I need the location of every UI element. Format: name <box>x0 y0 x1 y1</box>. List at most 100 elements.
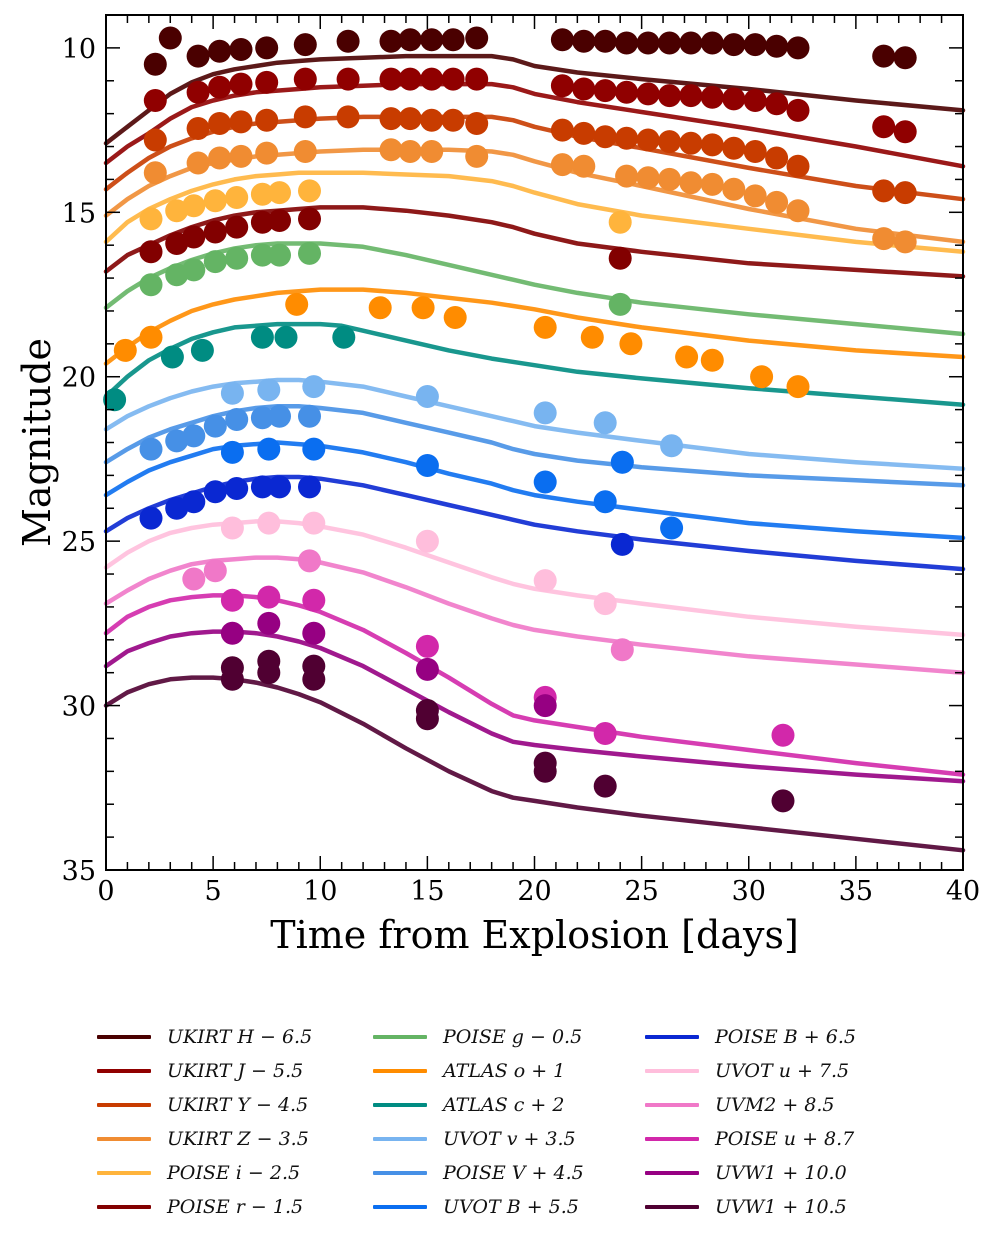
data-point-s13-4 <box>203 480 227 504</box>
data-point-s10-2 <box>257 378 281 402</box>
data-point-s4-9 <box>420 140 444 163</box>
data-point-s9-4 <box>250 325 274 349</box>
legend-swatch <box>645 1171 699 1175</box>
legend-label: POISE V + 4.5 <box>443 1162 584 1184</box>
data-point-s4-21 <box>786 199 810 223</box>
data-point-s1-3 <box>186 44 210 68</box>
legend-swatch <box>97 1137 151 1141</box>
legend-item: UKIRT J − 5.5 <box>97 1054 312 1088</box>
data-point-s3-11 <box>441 108 465 132</box>
legend-item: UVOT v + 3.5 <box>373 1122 584 1156</box>
legend-swatch <box>97 1069 151 1073</box>
data-point-s6-1 <box>139 240 163 264</box>
data-point-s6-9 <box>608 246 632 270</box>
data-point-s3-13 <box>550 118 574 142</box>
legend-item: UVW1 + 10.5 <box>645 1190 856 1224</box>
data-point-s6-5 <box>225 215 249 239</box>
data-point-s4-3 <box>208 146 232 170</box>
data-point-s5-1 <box>139 207 163 231</box>
data-point-s2-21 <box>722 87 746 111</box>
x-tick-label: 20 <box>517 876 551 907</box>
data-point-s1-6 <box>255 36 279 60</box>
axis-ticks <box>105 14 964 871</box>
data-point-s2-23 <box>765 92 789 116</box>
data-point-s3-26 <box>893 181 917 205</box>
data-point-s18-10 <box>533 759 557 783</box>
data-point-s7-4 <box>203 250 227 274</box>
data-point-s1-11 <box>420 28 444 52</box>
legend-label: UKIRT J − 5.5 <box>167 1060 304 1082</box>
data-point-s10-5 <box>533 401 557 425</box>
data-point-s7-6 <box>250 243 274 267</box>
data-point-s16-4 <box>415 634 439 658</box>
data-point-s5-9 <box>608 210 632 234</box>
data-point-s14-2 <box>257 511 281 535</box>
data-point-s14-4 <box>415 529 439 553</box>
data-point-s9-5 <box>274 325 298 349</box>
data-point-s14-5 <box>533 569 557 593</box>
data-point-s4-2 <box>186 151 210 175</box>
data-point-s3-4 <box>229 110 253 134</box>
data-point-s1-27 <box>893 46 917 70</box>
data-point-s17-2 <box>257 611 281 635</box>
data-point-s8-4 <box>368 296 392 320</box>
data-points <box>103 26 917 813</box>
data-point-s11-5 <box>225 408 249 431</box>
legend-label: UVW1 + 10.5 <box>715 1196 847 1218</box>
data-point-s1-14 <box>550 28 574 52</box>
data-point-s3-23 <box>765 146 789 170</box>
data-point-s12-5 <box>533 470 557 494</box>
data-point-s7-9 <box>608 292 632 316</box>
data-point-s2-3 <box>208 75 232 99</box>
y-tick-labels: 10 15 20 25 30 35 <box>62 34 96 887</box>
data-point-s6-3 <box>182 225 206 249</box>
data-point-s1-9 <box>379 29 403 53</box>
data-point-s11-7 <box>268 404 291 428</box>
legend-item: UVM2 + 8.5 <box>645 1088 856 1122</box>
data-point-s9-1 <box>103 388 127 412</box>
data-point-s4-19 <box>743 184 767 208</box>
data-point-s6-7 <box>268 209 291 232</box>
data-point-s3-3 <box>208 112 232 135</box>
data-point-s5-4 <box>203 189 227 213</box>
data-point-s7-3 <box>182 258 206 282</box>
model-curve-1 <box>103 53 966 146</box>
legend-item: POISE V + 4.5 <box>373 1156 584 1190</box>
model-curve-4 <box>103 147 966 245</box>
data-point-s8-13 <box>786 375 810 399</box>
legend-label: UVOT B + 5.5 <box>443 1196 579 1218</box>
legend-item: POISE g − 0.5 <box>373 1020 584 1054</box>
data-point-s12-3 <box>302 437 326 461</box>
data-point-s13-8 <box>298 475 321 499</box>
data-point-s3-8 <box>379 107 403 131</box>
data-point-s2-12 <box>465 67 489 91</box>
data-point-s2-7 <box>336 67 360 91</box>
data-point-s2-4 <box>229 72 253 96</box>
model-curve-9 <box>103 321 966 407</box>
data-point-s11-8 <box>298 404 321 428</box>
legend-label: POISE u + 8.7 <box>715 1128 855 1150</box>
data-point-s4-8 <box>398 140 422 163</box>
data-point-s3-21 <box>722 136 746 160</box>
legend-item: UVW1 + 10.0 <box>645 1156 856 1190</box>
legend-swatch <box>645 1137 699 1141</box>
data-point-s14-3 <box>302 511 326 535</box>
x-axis-label: Time from Explosion [days] <box>270 913 799 957</box>
legend-swatch <box>97 1103 151 1107</box>
model-curve-10 <box>103 377 966 472</box>
data-point-s9-6 <box>332 325 356 349</box>
data-point-s9-3 <box>190 338 214 362</box>
legend-column-1: UKIRT H − 6.5 UKIRT J − 5.5 UKIRT Y − 4.5 U… <box>97 1020 312 1224</box>
legend-swatch <box>373 1171 427 1175</box>
legend-swatch <box>97 1205 151 1209</box>
data-point-s4-5 <box>255 141 279 165</box>
data-point-s1-2 <box>158 26 182 50</box>
data-point-s16-1 <box>220 588 244 612</box>
legend-label: UKIRT Y − 4.5 <box>167 1094 309 1116</box>
data-point-s11-4 <box>203 414 227 438</box>
data-point-s1-26 <box>872 44 896 68</box>
data-point-s1-10 <box>398 28 422 52</box>
data-point-s12-7 <box>610 450 634 474</box>
data-point-s3-16 <box>615 126 639 150</box>
data-point-s2-9 <box>398 67 422 91</box>
